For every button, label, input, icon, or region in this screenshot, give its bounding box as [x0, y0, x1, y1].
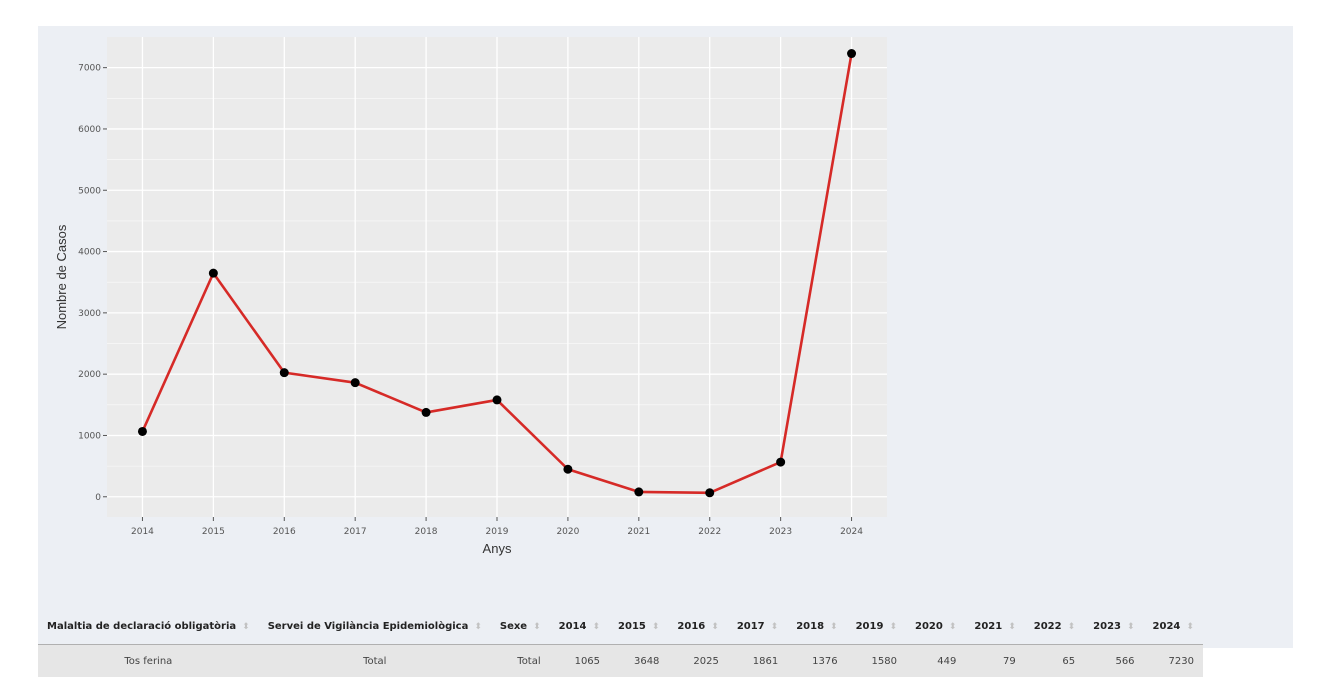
- table-cell: Total: [259, 645, 491, 677]
- column-header[interactable]: Malaltia de declaració obligatòria ⬍: [38, 608, 259, 645]
- data-table: Malaltia de declaració obligatòria⬍Serve…: [38, 608, 1203, 677]
- x-tick-label: 2014: [131, 527, 154, 537]
- column-header-label: 2023: [1093, 621, 1121, 632]
- table-cell: 1065: [550, 645, 609, 677]
- column-header-label: 2021: [974, 621, 1002, 632]
- x-tick-label: 2017: [344, 527, 367, 537]
- column-header[interactable]: Sexe ⬍: [491, 608, 550, 645]
- sort-icon[interactable]: ⬍: [830, 622, 838, 632]
- column-header-label: 2022: [1034, 621, 1062, 632]
- sort-icon[interactable]: ⬍: [889, 622, 897, 632]
- column-header-label: 2020: [915, 621, 943, 632]
- column-header[interactable]: 2014 ⬍: [550, 608, 609, 645]
- sort-icon[interactable]: ⬍: [949, 622, 957, 632]
- x-tick-label: 2020: [556, 527, 579, 537]
- table-header-row: Malaltia de declaració obligatòria⬍Serve…: [38, 608, 1203, 645]
- column-header-label: 2024: [1153, 621, 1181, 632]
- sort-icon[interactable]: ⬍: [592, 622, 600, 632]
- y-tick-label: 7000: [78, 64, 101, 74]
- sort-icon[interactable]: ⬍: [711, 622, 719, 632]
- table-cell: 3648: [609, 645, 668, 677]
- data-point: [422, 408, 431, 417]
- x-axis-title: Anys: [483, 541, 512, 556]
- y-tick-label: 0: [95, 493, 101, 503]
- column-header[interactable]: 2024 ⬍: [1144, 608, 1203, 645]
- table-cell: 449: [906, 645, 965, 677]
- sort-icon[interactable]: ⬍: [652, 622, 660, 632]
- column-header-label: 2017: [737, 621, 765, 632]
- sort-icon[interactable]: ⬍: [1186, 622, 1194, 632]
- column-header[interactable]: 2023 ⬍: [1084, 608, 1143, 645]
- column-header[interactable]: 2017 ⬍: [728, 608, 787, 645]
- data-point: [847, 49, 856, 58]
- column-header[interactable]: 2022 ⬍: [1025, 608, 1084, 645]
- column-header-label: 2015: [618, 621, 646, 632]
- column-header[interactable]: Servei de Vigilància Epidemiològica ⬍: [259, 608, 491, 645]
- data-point: [563, 465, 572, 474]
- table-cell: 65: [1025, 645, 1084, 677]
- column-header-label: Malaltia de declaració obligatòria: [47, 621, 236, 632]
- y-tick-label: 5000: [78, 186, 101, 196]
- x-tick-label: 2016: [273, 527, 296, 537]
- data-point: [138, 427, 147, 436]
- column-header[interactable]: 2016 ⬍: [668, 608, 727, 645]
- x-tick-label: 2015: [202, 527, 225, 537]
- y-tick-label: 6000: [78, 125, 101, 135]
- x-tick-label: 2021: [627, 527, 650, 537]
- sort-icon[interactable]: ⬍: [1068, 622, 1076, 632]
- data-point: [209, 269, 218, 278]
- sort-icon[interactable]: ⬍: [533, 622, 541, 632]
- data-point: [351, 378, 360, 387]
- table-cell: Tos ferina: [38, 645, 259, 677]
- y-axis-title: Nombre de Casos: [54, 224, 69, 329]
- table-cell: 2025: [668, 645, 727, 677]
- data-point: [493, 395, 502, 404]
- table-cell: 79: [965, 645, 1024, 677]
- column-header[interactable]: 2020 ⬍: [906, 608, 965, 645]
- table-cell: Total: [491, 645, 550, 677]
- x-tick-label: 2023: [769, 527, 792, 537]
- table-cell: 566: [1084, 645, 1143, 677]
- table-cell: 1580: [847, 645, 906, 677]
- table-cell: 7230: [1144, 645, 1203, 677]
- x-tick-label: 2019: [486, 527, 509, 537]
- sort-icon[interactable]: ⬍: [474, 622, 482, 632]
- sort-icon[interactable]: ⬍: [1127, 622, 1135, 632]
- column-header-label: 2014: [559, 621, 587, 632]
- column-header-label: Sexe: [500, 621, 527, 632]
- data-point: [776, 458, 785, 467]
- sort-icon[interactable]: ⬍: [1008, 622, 1016, 632]
- table-cell: 1861: [728, 645, 787, 677]
- column-header[interactable]: 2021 ⬍: [965, 608, 1024, 645]
- y-tick-label: 4000: [78, 248, 101, 258]
- y-tick-label: 1000: [78, 431, 101, 441]
- y-tick-label: 2000: [78, 370, 101, 380]
- column-header-label: Servei de Vigilància Epidemiològica: [268, 621, 469, 632]
- column-header[interactable]: 2018 ⬍: [787, 608, 846, 645]
- data-point: [634, 487, 643, 496]
- x-tick-label: 2018: [415, 527, 438, 537]
- column-header[interactable]: 2015 ⬍: [609, 608, 668, 645]
- column-header[interactable]: 2019 ⬍: [847, 608, 906, 645]
- x-tick-label: 2024: [840, 527, 863, 537]
- column-header-label: 2019: [856, 621, 884, 632]
- line-chart: 0 1000 2000 3000 4000 5000 6000 7000 2014 2015 201…: [38, 26, 1293, 606]
- data-point: [280, 368, 289, 377]
- sort-icon[interactable]: ⬍: [771, 622, 779, 632]
- column-header-label: 2016: [677, 621, 705, 632]
- x-tick-label: 2022: [698, 527, 721, 537]
- sort-icon[interactable]: ⬍: [242, 622, 250, 632]
- table-cell: 1376: [787, 645, 846, 677]
- column-header-label: 2018: [796, 621, 824, 632]
- y-tick-label: 3000: [78, 309, 101, 319]
- data-point: [705, 488, 714, 497]
